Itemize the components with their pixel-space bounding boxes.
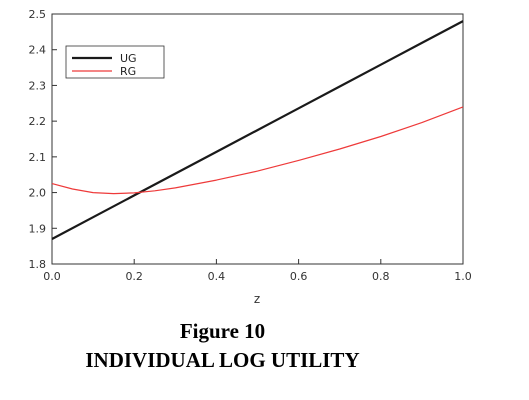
x-tick-label: 0.2 [125, 270, 143, 283]
y-tick-label: 1.8 [29, 258, 47, 271]
x-axis-label: z [254, 292, 260, 306]
x-tick-label: 0.0 [43, 270, 61, 283]
axis-ticks: 1.8 1.9 2.0 2.1 2.2 2.3 2.4 2.5 0.0 0.2 0.4 0.6 0.8 1… [29, 8, 472, 283]
legend-box [65, 45, 165, 79]
x-tick-label: 0.4 [208, 270, 226, 283]
x-tick-label: 0.8 [372, 270, 390, 283]
legend-label-rg: RG [120, 65, 136, 78]
y-tick-label: 2.1 [29, 151, 47, 164]
line-chart: 1.8 1.9 2.0 2.1 2.2 2.3 2.4 2.5 0.0 0.2 0.4 0.6 0.8 1… [29, 8, 472, 306]
plot-frame [51, 13, 464, 265]
x-tick-label: 0.6 [290, 270, 308, 283]
y-tick-label: 2.2 [29, 115, 47, 128]
series-line-ug [51, 20, 464, 240]
series-lines [51, 20, 464, 240]
y-tick-label: 2.3 [29, 79, 47, 92]
y-tick-label: 2.4 [29, 44, 47, 57]
y-tick-label: 2.5 [29, 8, 47, 21]
y-tick-label: 2.0 [29, 187, 47, 200]
y-tick-label: 1.9 [29, 222, 47, 235]
legend-label-ug: UG [120, 52, 137, 65]
series-line-rg [51, 106, 464, 195]
x-tick-label: 1.0 [454, 270, 472, 283]
figure-number: Figure 10 [179, 319, 266, 343]
figure-title: INDIVIDUAL LOG UTILITY [85, 348, 360, 372]
